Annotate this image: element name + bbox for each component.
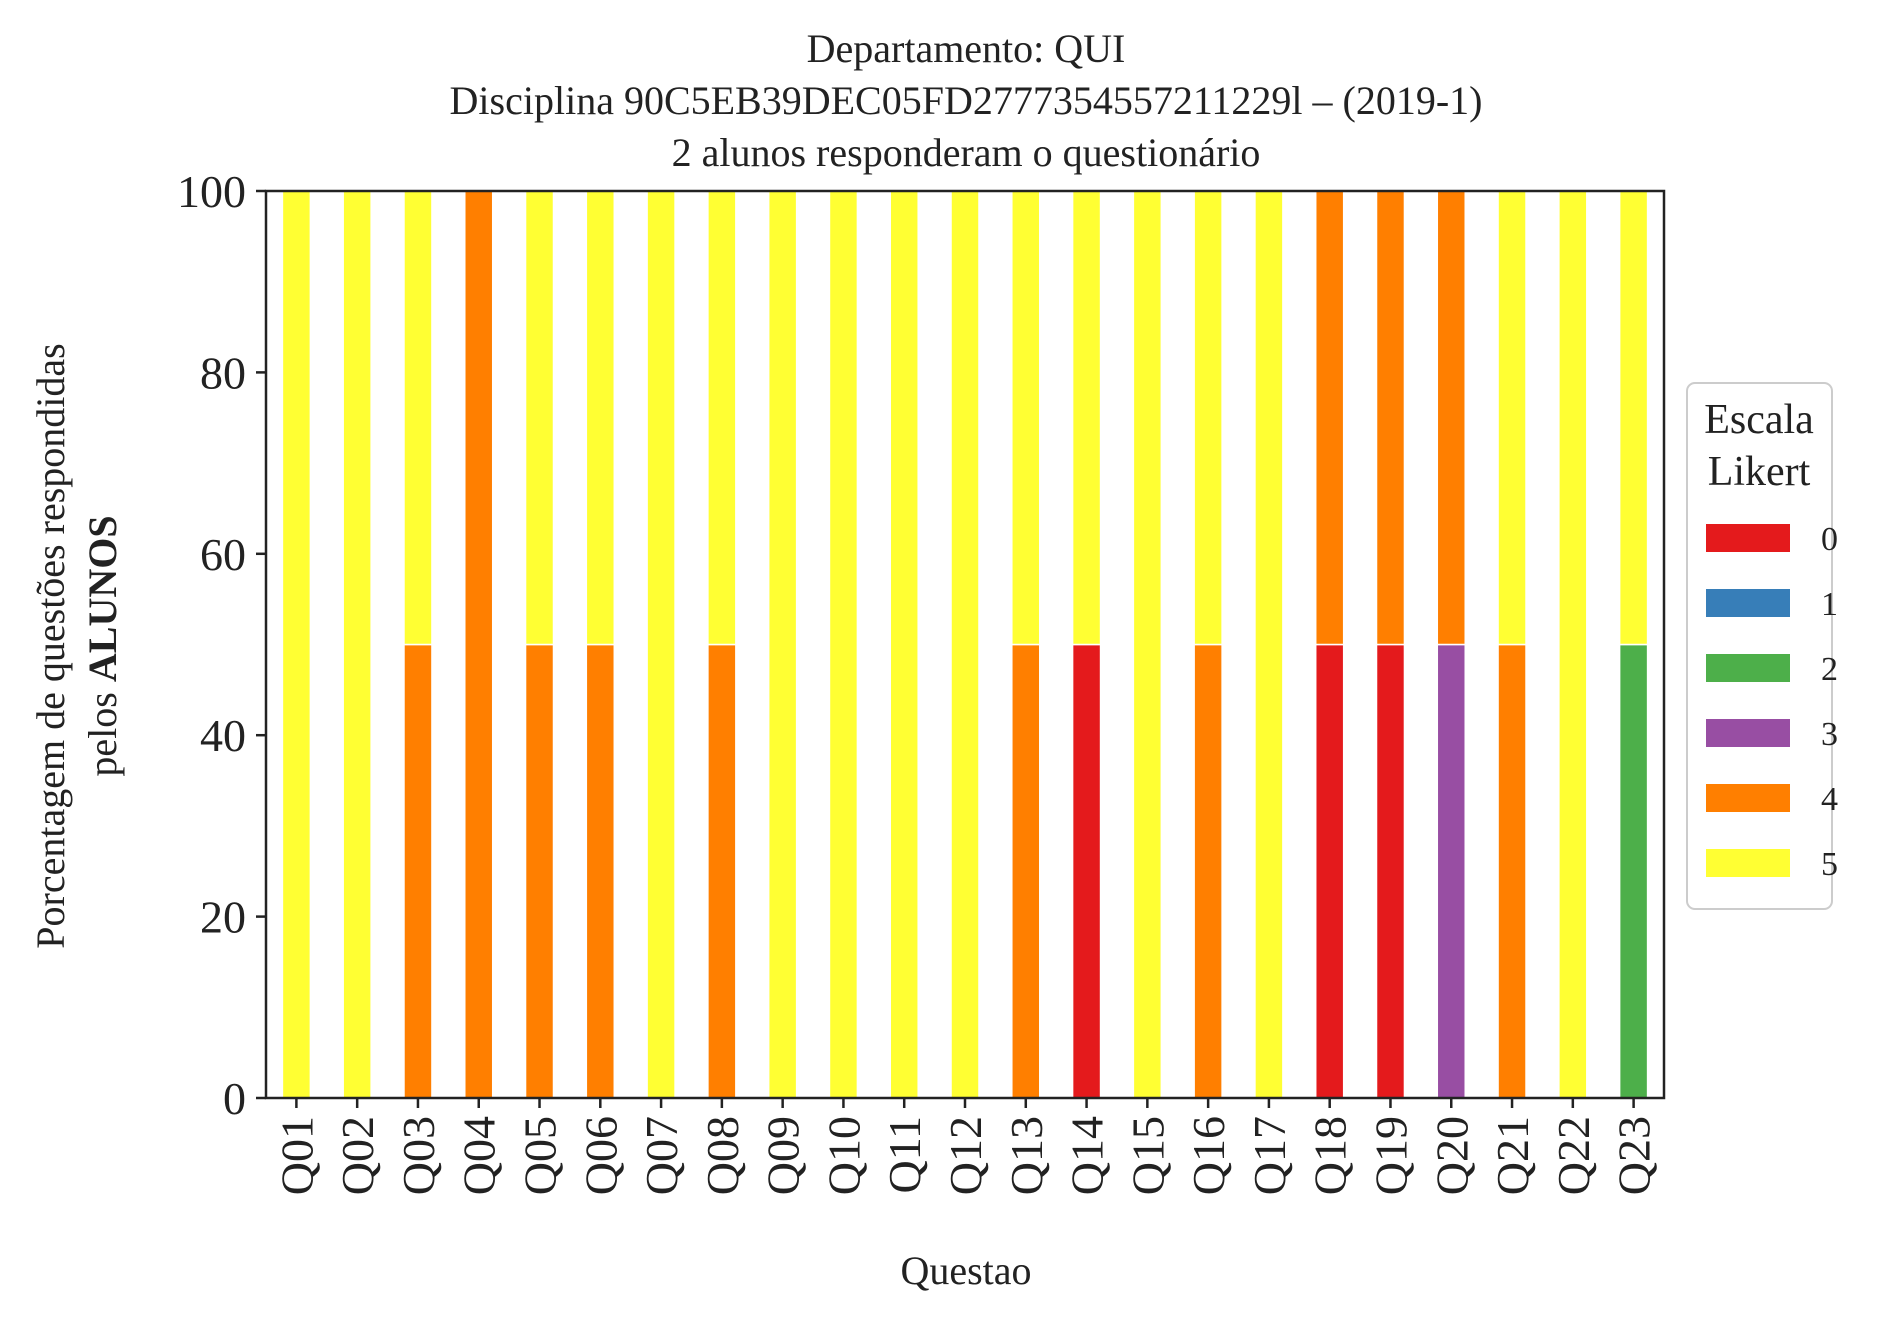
x-tick-label: Q03	[393, 1116, 444, 1195]
bar-q18-level-4	[1314, 190, 1345, 646]
legend-swatch-2	[1706, 654, 1790, 682]
y-tick-label: 0	[223, 1073, 246, 1124]
x-tick-label: Q15	[1122, 1116, 1173, 1195]
x-tick-label: Q13	[1001, 1116, 1052, 1195]
x-tick-label: Q02	[332, 1116, 383, 1195]
legend-frame	[1686, 382, 1833, 910]
y-tick-label: 80	[200, 347, 246, 398]
legend-swatch-4	[1706, 784, 1790, 812]
legend-label-4: 4	[1821, 781, 1838, 818]
bar-q01-level-5	[281, 190, 312, 1099]
bar-q20-level-3	[1436, 643, 1466, 1099]
x-tick-label: Q08	[697, 1116, 748, 1195]
legend-swatch-3	[1706, 719, 1790, 747]
bar-q06-level-5	[585, 190, 616, 646]
bar-q23-level-5	[1618, 190, 1649, 646]
y-axis-label-prefix: pelos	[80, 682, 125, 776]
bar-q11-level-5	[889, 190, 919, 1099]
x-tick-label: Q05	[515, 1116, 566, 1195]
legend-title-line-1: Escala	[1704, 397, 1814, 443]
x-axis-ticks: Q01 Q02 Q03 Q04 Q05 Q06 Q07 Q08 Q09 Q10 Q11 Q12 Q13 Q…	[271, 1098, 1660, 1195]
bar-q10-level-5	[828, 190, 859, 1099]
bar-q05-level-5	[524, 190, 555, 646]
x-tick-label: Q11	[879, 1116, 930, 1194]
legend-swatch-5	[1706, 849, 1790, 877]
bar-q04-level-4	[464, 190, 494, 1099]
bar-q19-level-0	[1375, 643, 1406, 1099]
bar-q02-level-5	[342, 190, 372, 1099]
x-tick-label: Q20	[1426, 1116, 1477, 1195]
x-tick-label: Q01	[271, 1116, 322, 1195]
x-tick-label: Q21	[1487, 1116, 1538, 1195]
bar-q16-level-5	[1193, 190, 1223, 646]
y-tick-label: 40	[200, 710, 246, 761]
x-tick-label: Q17	[1244, 1116, 1295, 1195]
legend-label-2: 2	[1821, 651, 1838, 688]
bar-q07-level-5	[646, 190, 676, 1099]
bar-q14-level-0	[1071, 643, 1102, 1099]
x-tick-label: Q12	[940, 1116, 991, 1195]
legend-title-line-2: Likert	[1708, 449, 1811, 495]
legend: Escala Likert 0 1 2 3 4 5	[1686, 382, 1838, 910]
x-tick-label: Q23	[1609, 1116, 1660, 1195]
y-tick-label: 100	[177, 166, 246, 217]
y-tick-label: 60	[200, 529, 246, 580]
bar-q08-level-5	[707, 190, 737, 646]
bar-q23-level-2	[1618, 643, 1649, 1099]
bar-q19-level-4	[1375, 190, 1406, 646]
chart-title-line-2: Disciplina 90C5EB39DEC05FD27773545572112…	[450, 78, 1483, 123]
chart-title-line-3: 2 alunos responderam o questionário	[672, 130, 1261, 175]
legend-label-1: 1	[1821, 586, 1838, 623]
bar-q13-level-4	[1011, 643, 1041, 1099]
x-tick-label: Q18	[1305, 1116, 1356, 1195]
legend-swatch-1	[1706, 589, 1790, 617]
bar-q03-level-5	[403, 190, 433, 646]
legend-label-3: 3	[1821, 716, 1838, 753]
x-tick-label: Q07	[636, 1116, 687, 1195]
x-tick-label: Q09	[758, 1116, 809, 1195]
bar-q08-level-4	[707, 643, 737, 1099]
bar-q14-level-5	[1071, 190, 1102, 646]
x-tick-label: Q04	[454, 1116, 505, 1195]
x-tick-label: Q06	[575, 1116, 626, 1195]
bar-q18-level-0	[1314, 643, 1345, 1099]
bar-q21-level-5	[1497, 190, 1527, 646]
legend-label-0: 0	[1821, 521, 1838, 558]
y-tick-label: 20	[200, 892, 246, 943]
bar-q21-level-4	[1497, 643, 1527, 1099]
bar-q03-level-4	[403, 643, 433, 1099]
legend-label-5: 5	[1821, 846, 1838, 883]
bar-q15-level-5	[1132, 190, 1163, 1099]
y-axis-label-line-1: Porcentagem de questões respondidas	[28, 343, 73, 948]
bar-q16-level-4	[1193, 643, 1223, 1099]
bar-q09-level-5	[767, 190, 798, 1099]
bar-q12-level-5	[950, 190, 980, 1099]
bars	[281, 190, 1649, 1099]
x-tick-label: Q16	[1183, 1116, 1234, 1195]
y-axis-label-line-2: pelos ALUNOS	[80, 515, 125, 776]
y-axis-ticks: 0 20 40 60 80 100	[177, 166, 266, 1124]
bar-q06-level-4	[585, 643, 616, 1099]
bar-q13-level-5	[1011, 190, 1041, 646]
x-tick-label: Q14	[1062, 1116, 1113, 1195]
bar-q20-level-4	[1436, 190, 1466, 646]
chart-title-line-1: Departamento: QUI	[807, 26, 1126, 71]
legend-items: 0 1 2 3 4 5	[1706, 521, 1838, 883]
y-axis-label-bold: ALUNOS	[80, 515, 125, 682]
bar-q17-level-5	[1254, 190, 1284, 1099]
bar-q05-level-4	[524, 643, 555, 1099]
x-tick-label: Q10	[818, 1116, 869, 1195]
x-axis-label: Questao	[900, 1248, 1031, 1293]
x-tick-label: Q22	[1548, 1116, 1599, 1195]
legend-swatch-0	[1706, 524, 1790, 552]
x-tick-label: Q19	[1365, 1116, 1416, 1195]
bar-q22-level-5	[1558, 190, 1588, 1099]
